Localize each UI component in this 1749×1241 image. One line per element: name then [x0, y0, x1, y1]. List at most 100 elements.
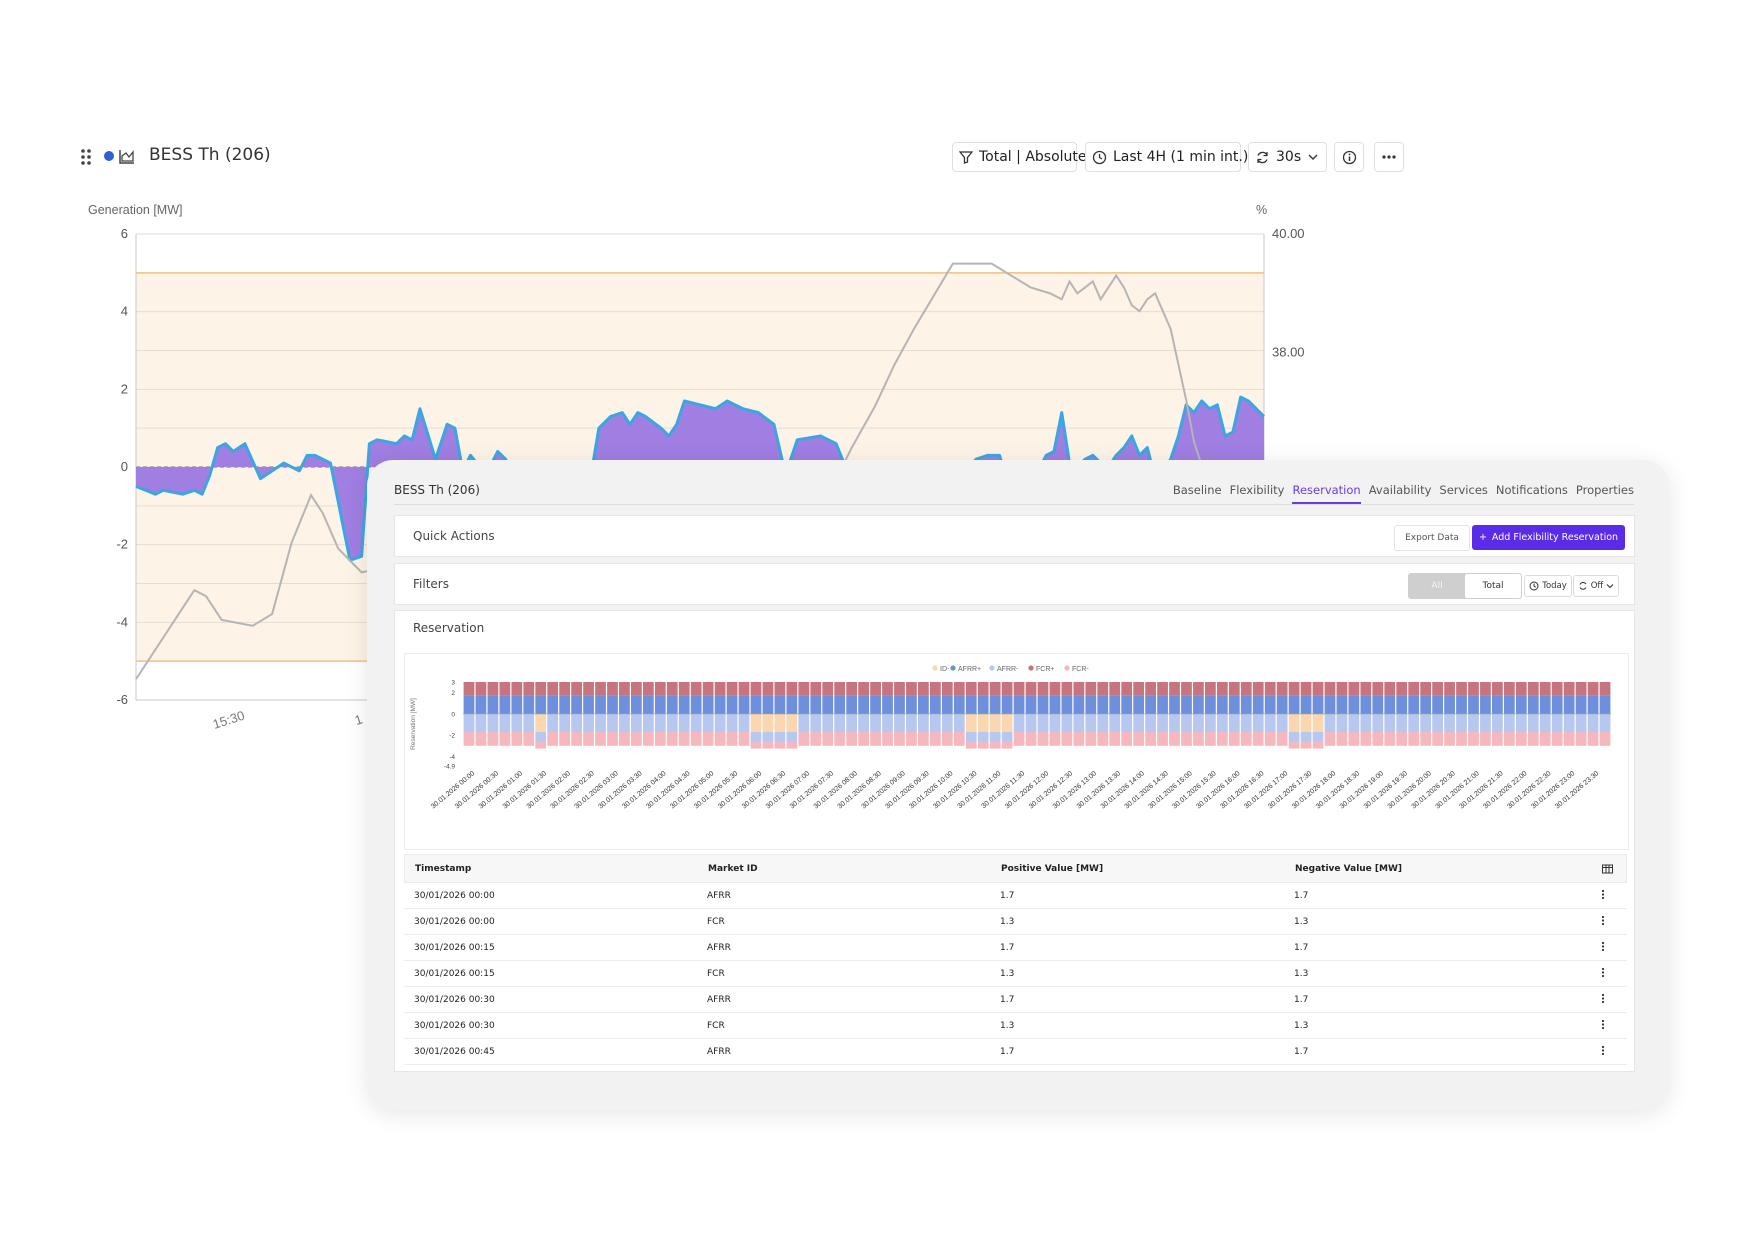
table-row[interactable]: 30/01/2026 00:15 FCR 1.3 1.3 [404, 961, 1627, 987]
bar-fcr-minus [1575, 731, 1587, 746]
quick-actions-title: Quick Actions [413, 529, 495, 543]
bar-afrr-minus [1264, 713, 1276, 732]
row-menu-icon[interactable] [1601, 889, 1605, 902]
cell-negative-value: 1.7 [1294, 994, 1309, 1005]
toggle-total[interactable]: Total [1465, 574, 1521, 598]
row-menu-icon[interactable] [1601, 1019, 1605, 1032]
table-row[interactable]: 30/01/2026 00:45FCR1.31.3 [404, 1065, 1627, 1072]
bar-fcr-minus [1240, 731, 1252, 746]
info-button[interactable] [1334, 142, 1364, 172]
toggle-all[interactable]: All [1431, 581, 1443, 591]
header-positive-value[interactable]: Positive Value [MW] [1001, 863, 1104, 874]
row-menu-icon[interactable] [1601, 915, 1605, 928]
header-timestamp[interactable]: Timestamp [415, 863, 472, 874]
refresh-interval-button[interactable]: 30s [1248, 142, 1327, 172]
add-flexibility-reservation-button[interactable]: + Add Flexibility Reservation [1472, 525, 1625, 550]
widget-header: BESS Th (206) Total | Absolute Last 4H (… [80, 142, 1410, 174]
table-row[interactable]: 30/01/2026 00:15 AFRR 1.7 1.7 [404, 935, 1627, 961]
x-tick-label: 30.01.2026 16:30 [1219, 770, 1265, 810]
header-negative-value[interactable]: Negative Value [MW] [1295, 863, 1403, 874]
bar-fcr-minus [559, 731, 571, 746]
bar-afrr-minus [535, 731, 547, 742]
columns-icon[interactable] [1602, 864, 1613, 873]
bar-fcr-minus [631, 731, 642, 746]
table-row[interactable]: 30/01/2026 00:00 AFRR 1.7 1.7 [404, 883, 1627, 909]
status-dot-icon [104, 151, 114, 161]
row-menu-icon[interactable] [1601, 941, 1605, 954]
refresh-icon [1255, 150, 1270, 165]
row-menu-icon[interactable] [1601, 967, 1605, 980]
cell-positive-value: 1.7 [1000, 942, 1015, 953]
table-row[interactable]: 30/01/2026 00:30 FCR 1.3 1.3 [404, 1013, 1627, 1039]
aggregation-toggle: All Total [1408, 573, 1522, 599]
tab-divider [394, 504, 1634, 505]
bar-fcr-plus [870, 682, 881, 696]
row-menu-icon[interactable] [1601, 993, 1605, 1006]
bar-fcr-minus [762, 741, 774, 749]
tab-notifications[interactable]: Notifications [1495, 483, 1568, 497]
table-row[interactable]: 30/01/2026 00:45 AFRR 1.7 1.7 [404, 1039, 1627, 1065]
bar-fcr-minus [1587, 731, 1599, 746]
bar-afrr-minus [1527, 713, 1539, 732]
bar-fcr-minus [941, 731, 953, 746]
bar-fcr-minus [1503, 731, 1515, 746]
row-menu-icon[interactable] [1601, 1071, 1605, 1072]
bar-fcr-plus [762, 682, 774, 696]
today-button[interactable]: Today [1524, 575, 1572, 597]
reservation-table: Timestamp Market ID Positive Value [MW] … [404, 854, 1627, 1072]
bar-fcr-plus [1348, 682, 1360, 696]
bar-fcr-plus [1205, 682, 1216, 696]
tab-properties[interactable]: Properties [1575, 483, 1634, 497]
legend-marker [932, 665, 938, 671]
legend-marker [950, 665, 956, 671]
bar-afrr-minus [690, 713, 702, 732]
bar-fcr-plus [1121, 682, 1133, 696]
legend-label: FCR- [1072, 666, 1089, 673]
header-market-id[interactable]: Market ID [708, 863, 758, 874]
bar-fcr-plus [1575, 682, 1587, 696]
tab-reservation[interactable]: Reservation [1292, 483, 1361, 504]
reservation-card: Reservation ID- AFRR+ AFRR- FCR+ FCR- 3 2 0 -2 -4… [394, 610, 1635, 1072]
filter-button[interactable]: Total | Absolute [952, 142, 1087, 172]
row-menu-icon[interactable] [1601, 1045, 1605, 1058]
bar-afrr-plus [786, 695, 798, 714]
bar-fcr-plus [1228, 682, 1240, 696]
table-row[interactable]: 30/01/2026 00:30 AFRR 1.7 1.7 [404, 987, 1627, 1013]
auto-refresh-button[interactable]: Off [1573, 575, 1619, 597]
tab-baseline[interactable]: Baseline [1172, 483, 1222, 497]
bar-afrr-plus [1228, 695, 1240, 714]
bar-fcr-minus [1181, 731, 1192, 746]
x-tick-label: 30.01.2026 16:00 [1195, 770, 1241, 810]
bar-afrr-plus [523, 695, 535, 714]
panel-tabs: Baseline Flexibility Reservation Availab… [1173, 483, 1634, 504]
time-range-button[interactable]: Last 4H (1 min int.) [1085, 142, 1248, 172]
table-row[interactable]: 30/01/2026 00:00 FCR 1.3 1.3 [404, 909, 1627, 935]
bar-fcr-minus [798, 731, 810, 746]
bar-afrr-minus [1563, 713, 1575, 732]
refresh-icon [1578, 581, 1588, 591]
bar-afrr-plus [929, 695, 941, 714]
bar-afrr-minus [1073, 713, 1085, 732]
tab-services[interactable]: Services [1439, 483, 1488, 497]
x-tick-label: 30.01.2026 14:00 [1100, 770, 1146, 810]
drag-handle-icon[interactable] [80, 148, 92, 166]
x-tick-label: 30.01.2026 03:00 [573, 770, 619, 810]
tab-flexibility[interactable]: Flexibility [1229, 483, 1285, 497]
cell-positive-value: 1.7 [1000, 994, 1015, 1005]
bar-fcr-minus [1456, 731, 1467, 746]
filters-card: Filters All Total Today Off [394, 563, 1635, 605]
bar-afrr-minus [1085, 713, 1097, 732]
bar-fcr-plus [882, 682, 893, 696]
bar-fcr-plus [547, 682, 559, 696]
x-tick-label: 30.01.2026 06:30 [741, 770, 787, 810]
bar-fcr-plus [1408, 682, 1420, 696]
cell-negative-value: 1.3 [1294, 1020, 1309, 1031]
bar-fcr-minus [965, 741, 977, 749]
bar-fcr-minus [1420, 731, 1432, 746]
export-data-button[interactable]: Export Data [1394, 525, 1470, 551]
bar-afrr-plus [1288, 695, 1300, 714]
tab-availability[interactable]: Availability [1368, 483, 1432, 497]
bar-id-minus [989, 713, 1001, 732]
table-body: 30/01/2026 00:00 AFRR 1.7 1.7 30/01/2026 00:… [404, 883, 1627, 1072]
more-button[interactable] [1374, 142, 1404, 172]
